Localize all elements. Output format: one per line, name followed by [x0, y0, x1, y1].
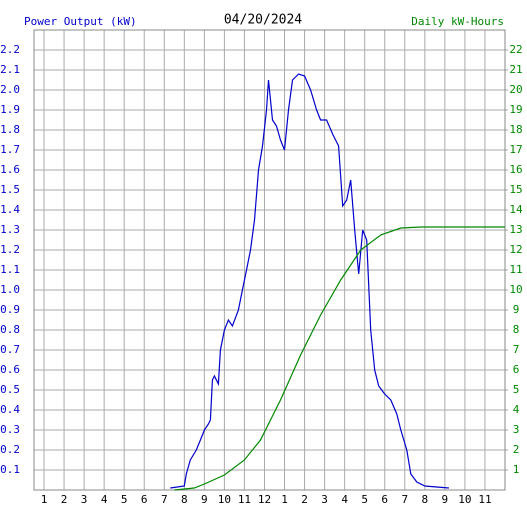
y2-tick-label: 11	[509, 263, 522, 276]
x-tick-label: 9	[442, 493, 449, 506]
y2-tick-label: 14	[509, 203, 523, 216]
x-tick-label: 10	[458, 493, 471, 506]
y2-tick-label: 15	[509, 183, 522, 196]
y2-tick-label: 10	[509, 283, 522, 296]
y-tick-label: 1.8	[0, 123, 20, 136]
y-axis-label: Power Output (kW)	[24, 15, 137, 28]
x-tick-label: 4	[341, 493, 348, 506]
x-tick-label: 8	[422, 493, 429, 506]
y2-tick-label: 5	[513, 383, 520, 396]
y2-tick-label: 20	[509, 83, 522, 96]
y2-tick-label: 8	[513, 323, 520, 336]
plot-border	[33, 29, 506, 491]
y-tick-label: 1.3	[0, 223, 20, 236]
y2-axis-label: Daily kW-Hours	[411, 15, 504, 28]
y-tick-label: 0.1	[0, 463, 20, 476]
y-tick-label: 0.5	[0, 383, 20, 396]
x-tick-label: 6	[381, 493, 388, 506]
x-tick-label: 11	[238, 493, 251, 506]
y-tick-label: 2.2	[0, 43, 20, 56]
y2-tick-label: 13	[509, 223, 522, 236]
x-tick-label: 4	[101, 493, 108, 506]
x-tick-label: 11	[478, 493, 491, 506]
y2-tick-label: 9	[513, 303, 520, 316]
y2-tick-label: 22	[509, 43, 522, 56]
y-tick-label: 2.0	[0, 83, 20, 96]
y2-tick-label: 1	[513, 463, 520, 476]
x-tick-label: 8	[181, 493, 188, 506]
y2-tick-label: 19	[509, 103, 522, 116]
y2-tick-label: 12	[509, 243, 522, 256]
x-tick-label: 7	[401, 493, 408, 506]
y-tick-label: 0.7	[0, 343, 20, 356]
y-tick-label: 0.4	[0, 403, 20, 416]
y2-tick-label: 6	[513, 363, 520, 376]
y-tick-label: 0.2	[0, 443, 20, 456]
y-tick-label: 0.3	[0, 423, 20, 436]
y2-tick-label: 16	[509, 163, 522, 176]
y2-tick-label: 18	[509, 123, 522, 136]
y-tick-label: 1.0	[0, 283, 20, 296]
x-tick-label: 2	[301, 493, 308, 506]
y-tick-label: 0.9	[0, 303, 20, 316]
y-tick-label: 0.8	[0, 323, 20, 336]
y-tick-label: 1.5	[0, 183, 20, 196]
x-tick-label: 6	[141, 493, 148, 506]
chart-title: 04/20/2024	[224, 13, 302, 28]
y2-tick-label: 7	[513, 343, 520, 356]
y-tick-label: 2.1	[0, 63, 20, 76]
x-tick-label: 5	[361, 493, 368, 506]
y-tick-label: 1.7	[0, 143, 20, 156]
y2-tick-label: 21	[509, 63, 522, 76]
x-tick-label: 1	[41, 493, 48, 506]
x-tick-label: 10	[218, 493, 231, 506]
y-tick-label: 0.6	[0, 363, 20, 376]
y-tick-label: 1.9	[0, 103, 20, 116]
series-line	[170, 73, 449, 489]
y-tick-label: 1.6	[0, 163, 20, 176]
y-tick-label: 1.1	[0, 263, 20, 276]
y-tick-label: 1.4	[0, 203, 20, 216]
y2-tick-label: 2	[513, 443, 520, 456]
x-tick-label: 3	[81, 493, 88, 506]
y2-tick-label: 4	[513, 403, 520, 416]
y2-tick-label: 3	[513, 423, 520, 436]
y-tick-label: 1.2	[0, 243, 20, 256]
x-tick-label: 7	[161, 493, 168, 506]
x-tick-label: 5	[121, 493, 128, 506]
x-tick-label: 2	[61, 493, 68, 506]
series-line	[174, 226, 505, 491]
x-tick-label: 1	[281, 493, 288, 506]
x-tick-label: 9	[201, 493, 208, 506]
y2-tick-label: 17	[509, 143, 522, 156]
x-tick-label: 12	[258, 493, 271, 506]
x-tick-label: 3	[321, 493, 328, 506]
